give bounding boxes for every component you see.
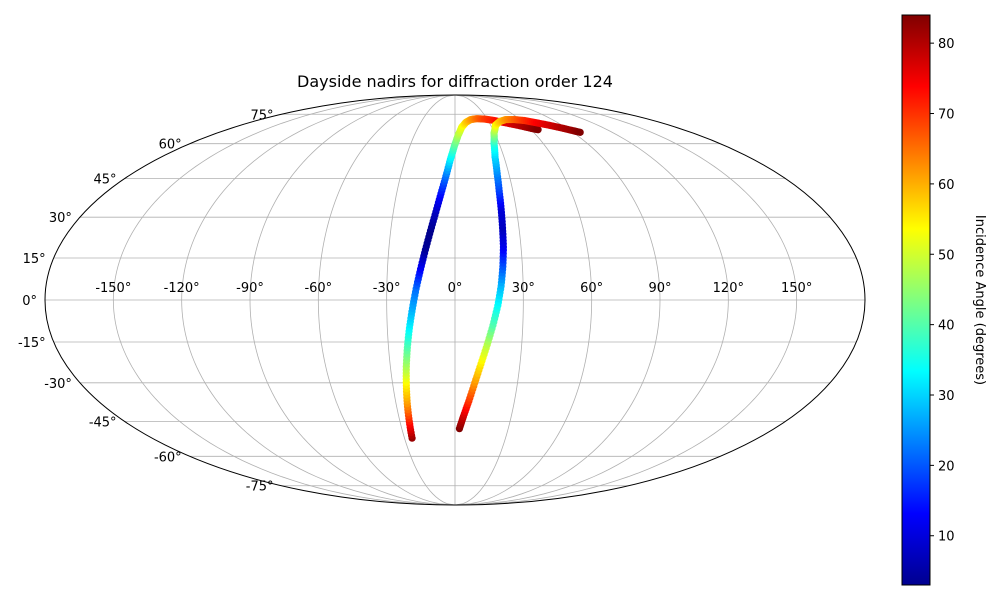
colorbar-tick-label: 60 — [938, 178, 955, 193]
lon-gridline — [454, 95, 661, 505]
lon-tick-label: -60° — [304, 281, 332, 296]
colorbar-tick-label: 70 — [938, 108, 955, 123]
lat-tick-label: -60° — [154, 450, 182, 465]
lon-tick-label: 30° — [512, 281, 535, 296]
lon-tick-label: -150° — [95, 281, 131, 296]
lat-tick-label: -30° — [44, 377, 72, 392]
lat-tick-label: -75° — [246, 480, 274, 495]
colorbar-tick-label: 10 — [938, 530, 955, 545]
lon-gridline — [112, 95, 456, 505]
data-point — [534, 126, 542, 134]
lat-tick-label: 30° — [49, 211, 72, 226]
lon-tick-label: -90° — [236, 281, 264, 296]
lon-tick-label: -30° — [373, 281, 401, 296]
lon-gridline — [454, 95, 524, 505]
lon-gridline — [317, 95, 456, 505]
lon-tick-label: 150° — [781, 281, 812, 296]
lon-tick-label: 60° — [580, 281, 603, 296]
colorbar-tick-label: 50 — [938, 248, 955, 263]
lat-tick-label: 75° — [250, 108, 273, 123]
data-points — [402, 115, 584, 442]
lat-tick-label: 45° — [94, 173, 117, 188]
map-boundary — [44, 94, 866, 506]
lat-tick-label: 15° — [23, 252, 46, 267]
gridlines — [45, 95, 865, 505]
lat-tick-label: -15° — [18, 336, 46, 351]
lon-gridline — [454, 95, 729, 505]
lon-gridline — [454, 95, 593, 505]
lat-tick-label: 60° — [159, 138, 182, 153]
lon-gridline — [249, 95, 456, 505]
latitude-tick-labels: 75° 60° 45° 30° 15° 0° -15° -30° -45° -60° -75° — [18, 108, 274, 494]
colorbar-tick-label: 20 — [938, 459, 955, 474]
colorbar-label: Incidence Angle (degrees) — [972, 215, 987, 385]
lon-tick-label: 90° — [648, 281, 671, 296]
lon-tick-label: 120° — [713, 281, 744, 296]
longitude-tick-labels: -150° -120° -90° -60° -30° 0° 30° 60° 90° 120° 150… — [95, 281, 812, 296]
colorbar-ticks: 10 20 30 40 50 60 70 80 — [930, 37, 955, 545]
lon-gridline — [386, 95, 456, 505]
lon-tick-label: -120° — [164, 281, 200, 296]
lat-tick-label: 0° — [22, 294, 37, 309]
lon-tick-label: 0° — [448, 281, 463, 296]
colorbar — [901, 14, 931, 586]
data-point — [576, 128, 584, 136]
colorbar-tick-label: 30 — [938, 389, 955, 404]
colorbar-tick-label: 80 — [938, 37, 955, 52]
lon-gridline — [181, 95, 456, 505]
lat-tick-label: -45° — [89, 415, 117, 430]
chart-title: Dayside nadirs for diffraction order 124 — [297, 72, 613, 91]
lon-gridline — [454, 95, 798, 505]
colorbar-tick-label: 40 — [938, 319, 955, 334]
